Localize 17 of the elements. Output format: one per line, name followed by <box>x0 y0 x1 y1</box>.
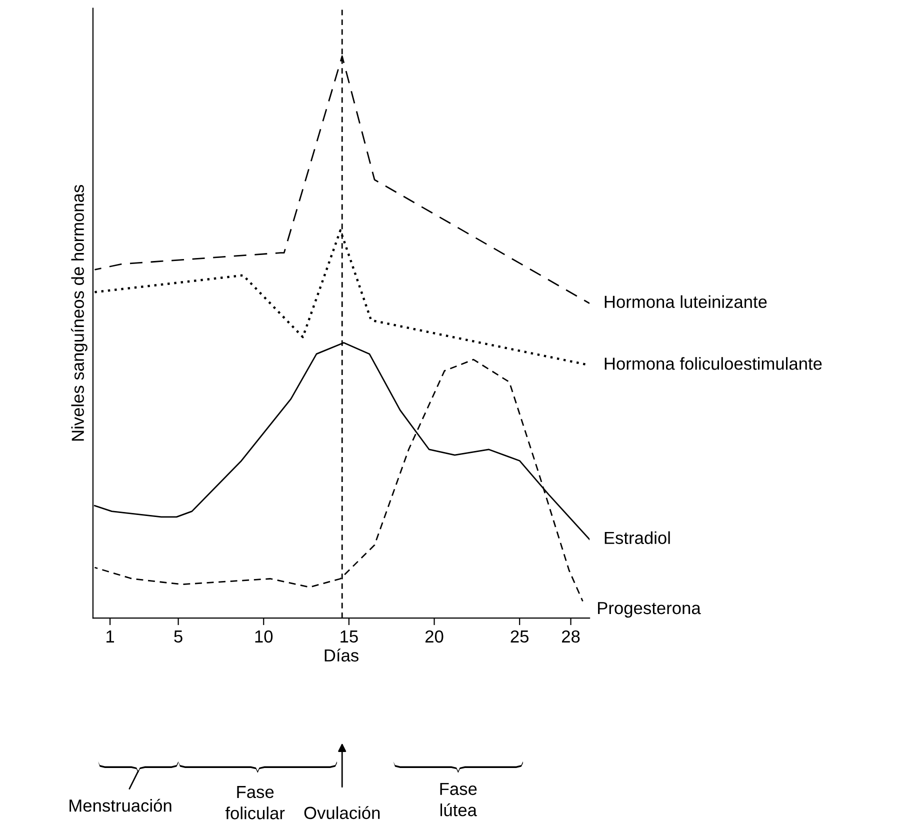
x-tick-label: 20 <box>425 630 444 643</box>
x-tick-label: 28 <box>562 630 580 643</box>
text: Fase lútea <box>440 782 477 816</box>
series-label: Hormona luteinizante <box>604 295 767 308</box>
series-label: Hormona foliculoestimulante <box>604 357 822 370</box>
x-tick-label: 5 <box>174 630 182 643</box>
text: Ovulación <box>304 806 380 820</box>
y-axis-title: Niveles sanguíneos de hormonas <box>71 184 88 441</box>
series-label: Progesterona <box>598 602 701 618</box>
x-axis-title: Días <box>324 648 358 662</box>
text: Menstruación <box>70 798 172 812</box>
series-label: Estradiol <box>604 531 670 544</box>
x-tick-label: 10 <box>255 630 273 643</box>
x-tick-label: 1 <box>106 630 114 642</box>
x-tick-label: 15 <box>340 630 358 643</box>
text: Fase folicular <box>225 786 285 820</box>
x-tick-label: 25 <box>510 630 529 643</box>
